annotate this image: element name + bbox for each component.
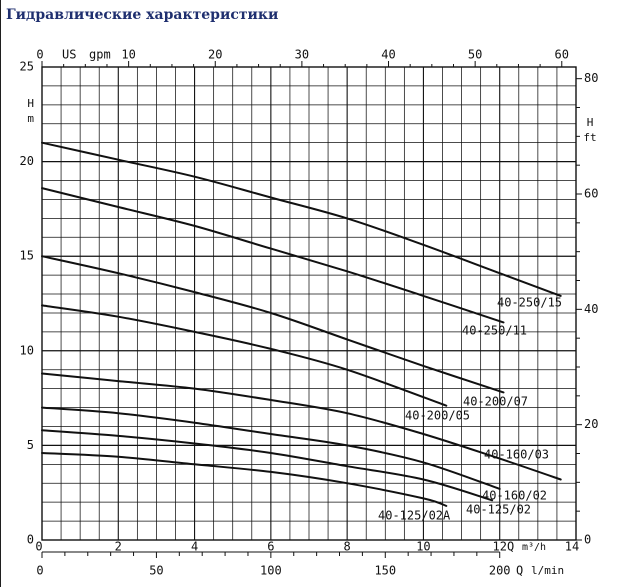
x-tick-label-lmin: 100 [260, 564, 282, 578]
y-tick-label-m: 5 [27, 438, 34, 452]
x-tick-label-m3h: 8 [344, 540, 351, 554]
x-tick-label-m3h: 2 [115, 540, 122, 554]
y-tick-label-m: 15 [20, 249, 34, 263]
x-tick-label-lmin: 200 [489, 564, 511, 578]
x-tick-label-m3h: 12 [492, 540, 506, 554]
series-line-40-250-15 [41, 141, 562, 297]
curve-label-40-125-02: 40-125/02 [466, 503, 531, 517]
x-axis-unit-lmin: l/min [531, 564, 564, 577]
y-tick-label-ft: 0 [584, 533, 591, 547]
x-tick-label-m3h: 14 [565, 540, 579, 554]
curve-label-40-200-07: 40-200/07 [463, 395, 528, 409]
left-border [0, 0, 1, 587]
x-tick-label-lmin: 0 [36, 564, 43, 578]
grid [41, 61, 582, 558]
series-line-40-125-02a [41, 452, 448, 507]
y-tick-label-m: 10 [20, 343, 34, 357]
page-title: Гидравлические характеристики [6, 7, 279, 23]
curve-label-40-200-05: 40-200/05 [405, 409, 470, 423]
tick-labels: 0 2 4 6 8 10 12 140 10 20 30 40 50 600 50 100 150 2000510… [20, 48, 599, 578]
x-tick-label-m3h: 10 [416, 540, 430, 554]
right-axis-label-unit: ft [583, 131, 596, 144]
curve-label-40-250-11: 40-250/11 [462, 324, 527, 338]
left-axis-label-unit: m [27, 112, 34, 125]
x-tick-label-usgpm: 60 [555, 48, 569, 62]
x-tick-label-usgpm: 30 [295, 48, 309, 62]
x-axis-label-q-m3h: Q [507, 540, 514, 554]
x-tick-label-m3h: 0 [35, 540, 42, 554]
x-tick-label-m3h: 6 [267, 540, 274, 554]
y-tick-label-ft: 60 [584, 187, 598, 201]
curve-label-40-125-02a: 40-125/02A [378, 509, 451, 523]
x-axis-unit-m3h: m³/h [522, 542, 546, 553]
x-tick-label-lmin: 150 [374, 564, 396, 578]
series-line-40-250-11 [41, 187, 505, 324]
y-tick-label-ft: 20 [584, 417, 598, 431]
x-tick-label-usgpm: 50 [468, 48, 482, 62]
y-tick-label-m: 25 [20, 60, 34, 74]
series-line-40-200-05 [41, 304, 448, 407]
x-tick-label-usgpm: 20 [208, 48, 222, 62]
curve-label-40-160-02: 40-160/02 [482, 489, 547, 503]
x-tick-label-usgpm: 0 [36, 48, 43, 62]
curve-label-40-160-03: 40-160/03 [484, 448, 549, 462]
y-tick-label-ft: 80 [584, 71, 598, 85]
right-axis-label-h: H [587, 116, 594, 129]
series-line-40-125-02 [41, 429, 494, 502]
x-tick-label-m3h: 4 [191, 540, 198, 554]
curves [41, 141, 562, 507]
y-tick-label-ft: 40 [584, 302, 598, 316]
x-axis-label-q-lmin: Q [516, 564, 523, 578]
series-line-40-160-03 [41, 372, 562, 481]
left-axis-label-h: H [27, 97, 34, 110]
curve-label-40-250-15: 40-250/15 [497, 296, 562, 310]
top-axis-unit-us: US [62, 48, 76, 62]
series-line-40-160-02 [41, 406, 501, 490]
series-line-40-200-07 [41, 255, 505, 394]
x-tick-label-usgpm: 40 [381, 48, 395, 62]
x-tick-label-usgpm: 10 [121, 48, 135, 62]
y-tick-label-m: 0 [27, 533, 34, 547]
x-tick-label-lmin: 50 [149, 564, 163, 578]
top-axis-unit-gpm: gpm [89, 48, 111, 62]
y-tick-label-m: 20 [20, 154, 34, 168]
